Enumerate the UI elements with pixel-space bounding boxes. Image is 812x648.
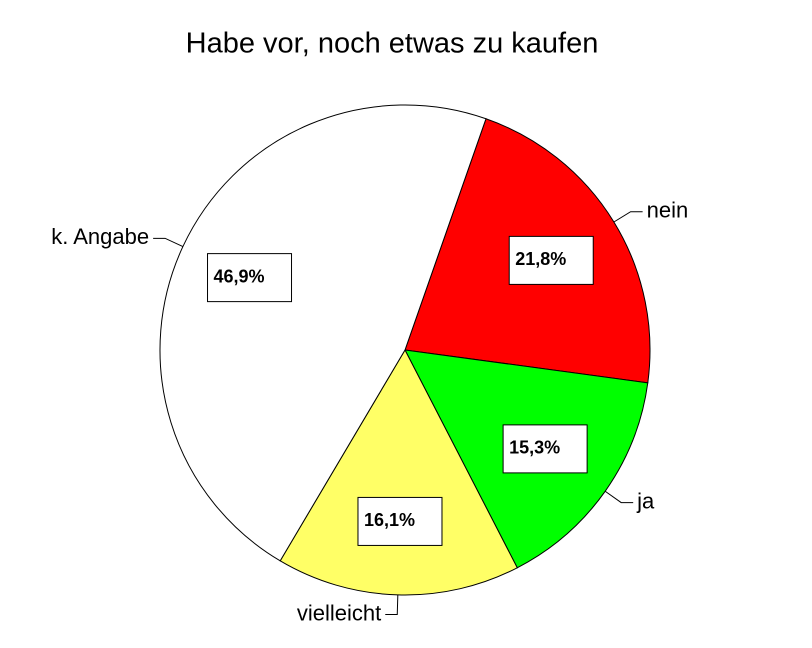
- leader-line: [153, 237, 184, 248]
- pie-slice: [159, 104, 487, 562]
- category-label: nein: [647, 198, 689, 223]
- leader-line: [613, 211, 643, 223]
- value-label-box: [508, 235, 594, 285]
- category-label: vielleicht: [297, 600, 381, 625]
- chart-title: Habe vor, noch etwas zu kaufen: [186, 28, 599, 60]
- category-label: k. Angabe: [51, 224, 149, 249]
- value-label-box: [207, 253, 293, 303]
- value-label: 16,1%: [364, 510, 415, 530]
- leader-line: [604, 490, 634, 504]
- value-label-box: [502, 424, 588, 474]
- category-label: ja: [636, 488, 655, 513]
- pie-slice: [279, 348, 518, 596]
- value-label: 15,3%: [509, 438, 560, 458]
- value-label: 21,8%: [515, 249, 566, 269]
- leader-line: [385, 594, 399, 615]
- value-label-box: [357, 496, 443, 546]
- value-label: 46,9%: [214, 266, 265, 286]
